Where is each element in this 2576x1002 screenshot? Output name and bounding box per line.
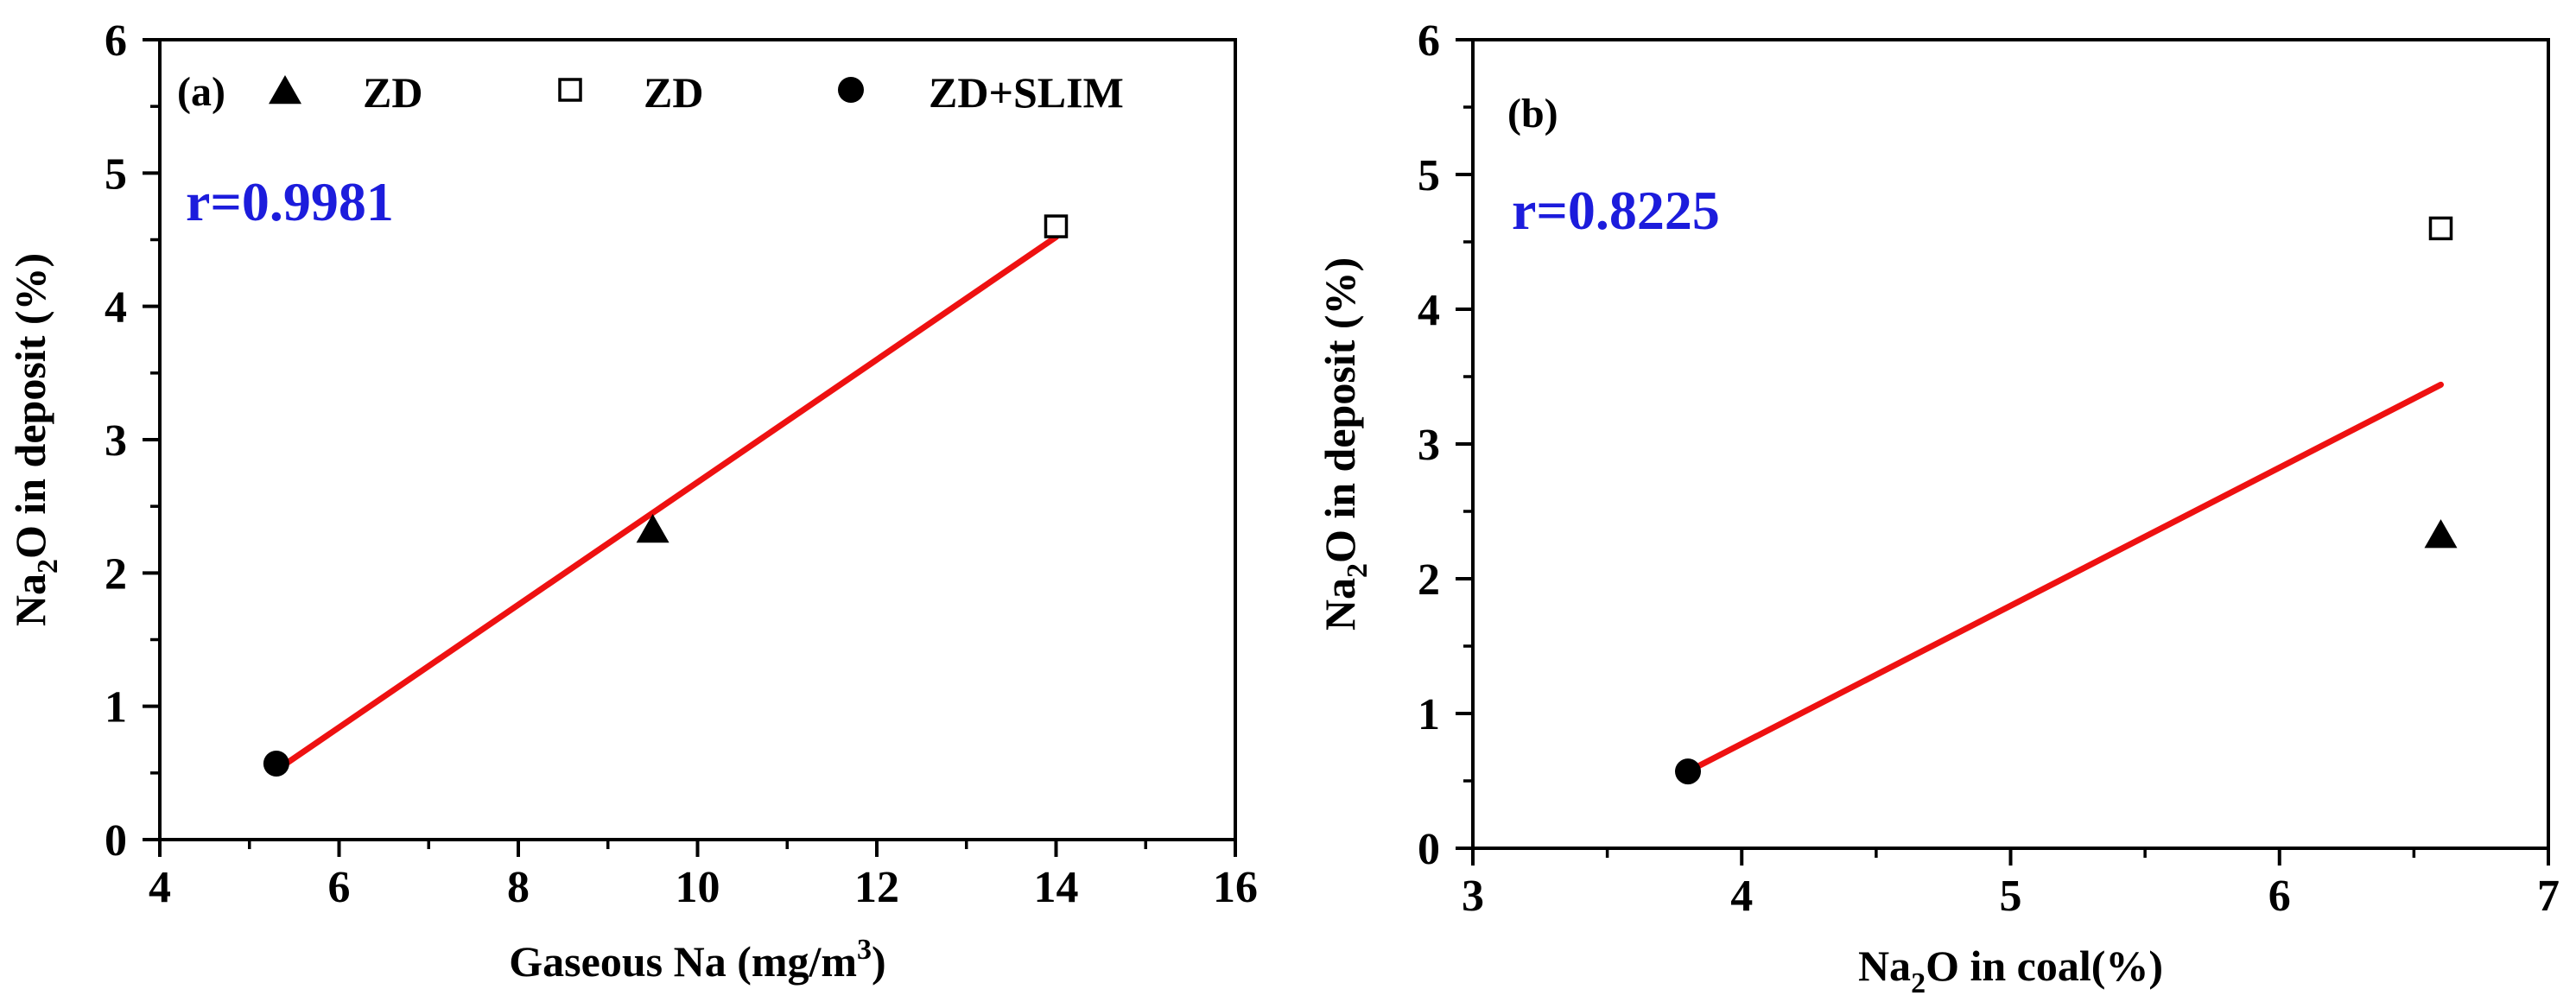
fit-line <box>273 233 1059 774</box>
x-tick-label: 3 <box>1462 872 1484 921</box>
plot-frame <box>158 38 1237 841</box>
y-tick-label: 3 <box>1418 421 1440 470</box>
y-tick-label: 1 <box>1418 690 1440 739</box>
data-point-triangle <box>636 513 669 543</box>
legend-label: ZD <box>644 68 703 117</box>
data-point-circle <box>1675 758 1701 785</box>
y-tick-label: 4 <box>105 283 127 333</box>
panel-label: (a) <box>177 69 225 115</box>
legend-label: ZD <box>363 68 422 117</box>
correlation-text: r=0.9981 <box>186 171 394 232</box>
x-tick-label: 6 <box>328 863 351 912</box>
y-tick-label: 1 <box>105 683 127 732</box>
x-tick-label: 8 <box>507 863 530 912</box>
x-tick-label: 16 <box>1213 863 1258 912</box>
x-tick-label: 5 <box>2000 872 2022 921</box>
data-point-square-open <box>1044 214 1069 238</box>
y-tick-label: 0 <box>1418 825 1440 874</box>
x-tick-label: 14 <box>1034 863 1079 912</box>
plot-frame <box>1471 38 2550 850</box>
legend-label: ZD+SLIM <box>929 68 1124 117</box>
legend-marker <box>838 77 864 103</box>
x-axis-title: Gaseous Na (mg/m3) <box>509 934 885 986</box>
data-point-triangle <box>2424 519 2458 549</box>
y-tick-label: 2 <box>105 549 127 599</box>
y-tick-label: 5 <box>105 149 127 199</box>
x-tick-label: 6 <box>2268 872 2291 921</box>
x-axis-title: Na2O in coal(%) <box>1858 942 2163 999</box>
y-tick-label: 3 <box>105 416 127 466</box>
panel-b: 3 4 5 6 7 0 1 2 3 4 5 6 Na2O in coal(%) Na2O in depos… <box>1316 16 2560 999</box>
data-point-square-open <box>2428 216 2453 241</box>
data-point-circle <box>263 751 289 777</box>
y-tick-label: 0 <box>105 816 127 866</box>
x-tick-label: 7 <box>2537 872 2560 921</box>
legend-marker <box>558 78 582 102</box>
panel-label: (b) <box>1507 91 1558 136</box>
correlation-text: r=0.8225 <box>1512 180 1720 241</box>
x-tick-label: 4 <box>1730 872 1753 921</box>
y-axis-title: Na2O in deposit (%) <box>1316 257 1374 631</box>
x-tick-label: 4 <box>149 863 171 912</box>
y-axis-title: Na2O in deposit (%) <box>6 253 64 626</box>
y-tick-label: 2 <box>1418 555 1440 605</box>
y-tick-label: 6 <box>105 16 127 66</box>
fit-line <box>1685 381 2444 775</box>
y-tick-label: 6 <box>1418 16 1440 66</box>
y-tick-label: 4 <box>1418 286 1440 335</box>
x-tick-label: 10 <box>676 863 720 912</box>
y-tick-label: 5 <box>1418 151 1440 200</box>
x-tick-label: 12 <box>854 863 899 912</box>
legend-marker <box>269 75 301 105</box>
